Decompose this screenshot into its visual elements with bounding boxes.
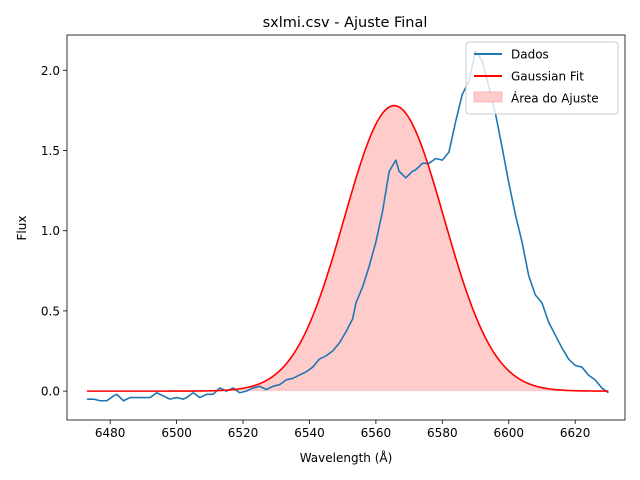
x-tick-label: 6480 <box>95 426 126 440</box>
legend-swatch-area <box>473 91 503 103</box>
x-tick-label: 6560 <box>361 426 392 440</box>
x-axis: 6480 6500 6520 6540 6560 6580 6600 6620 <box>95 420 591 440</box>
x-tick-label: 6520 <box>228 426 259 440</box>
x-tick-label: 6500 <box>161 426 192 440</box>
y-tick-label: 1.0 <box>41 224 60 238</box>
series-area-fill <box>86 105 609 392</box>
plot-area <box>86 50 609 402</box>
x-tick-label: 6600 <box>493 426 524 440</box>
series-line-gaussian-fit <box>86 104 609 392</box>
x-axis-label: Wavelength (Å) <box>300 450 393 465</box>
y-axis-label: Flux <box>15 216 29 241</box>
legend-label-dados: Dados <box>511 48 549 62</box>
y-tick-label: 0.0 <box>41 385 60 399</box>
y-tick-label: 1.5 <box>41 144 60 158</box>
legend-label-gaussian-fit: Gaussian Fit <box>511 70 584 84</box>
series-line-dados <box>86 50 609 402</box>
chart-title: sxlmi.csv - Ajuste Final <box>263 15 428 31</box>
legend-box <box>465 41 619 115</box>
y-tick-label: 0.5 <box>41 304 60 318</box>
legend-label-area: Área do Ajuste <box>511 91 599 106</box>
legend: Dados Gaussian Fit Área do Ajuste <box>465 41 619 115</box>
y-tick-label: 2.0 <box>41 64 60 78</box>
x-tick-label: 6580 <box>427 426 458 440</box>
x-tick-label: 6540 <box>294 426 325 440</box>
x-tick-label: 6620 <box>560 426 591 440</box>
y-axis: 0.0 0.5 1.0 1.5 2.0 <box>41 64 67 399</box>
axes-frame <box>66 34 626 421</box>
